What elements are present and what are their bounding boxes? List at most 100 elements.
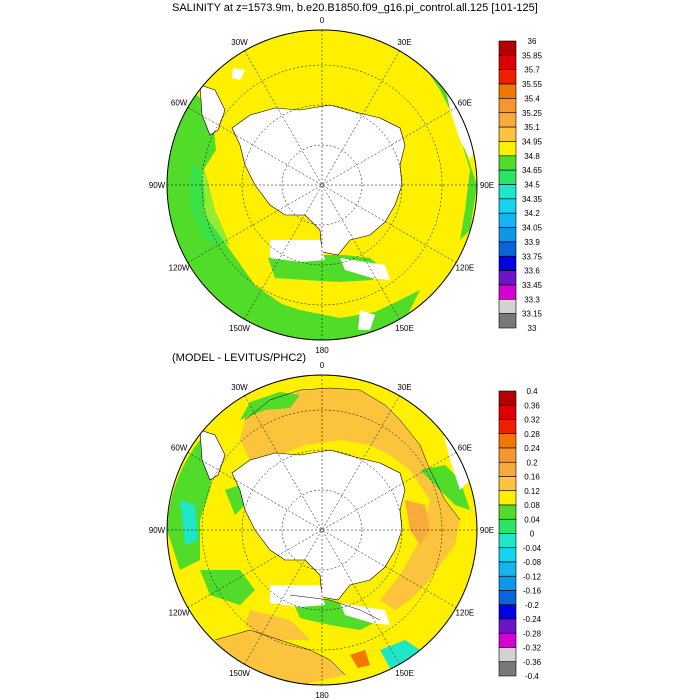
colorbar-tick-label: 0.16: [524, 473, 540, 482]
colorbar-tick-label: 33.75: [522, 252, 543, 261]
colorbar-tick-label: 33.3: [524, 295, 540, 304]
antarctica-land-bottom: [231, 449, 406, 601]
colorbar-tick-label: -0.28: [523, 629, 542, 638]
map-boundary-bottom: [166, 374, 478, 686]
longitude-label: 60W: [171, 99, 188, 108]
colorbar-tick-label: -0.24: [523, 615, 542, 624]
longitude-label: 30W: [231, 383, 248, 392]
difference-colorbar: 0.4 0.36 0.32 0.28 0.24 0.2 0.16 0.12 0.08 0.04 0 -…: [498, 387, 542, 681]
colorbar-swatch: [498, 141, 517, 157]
colorbar-tick-label: 36: [528, 37, 537, 46]
south-america-land-bottom: [199, 429, 226, 481]
colorbar-swatch: [498, 632, 517, 648]
colorbar-swatch: [498, 533, 517, 549]
colorbar-tick-label: 0.36: [524, 401, 540, 410]
longitude-label: 90W: [149, 181, 166, 190]
colorbar-swatch: [498, 575, 517, 591]
colorbar-swatch: [498, 447, 517, 463]
colorbar-swatch: [498, 547, 517, 563]
colorbar-swatch: [498, 518, 517, 534]
longitude-label: 30W: [231, 38, 248, 47]
colorbar-tick-label: 34.2: [524, 209, 540, 218]
colorbar-tick-label: 0.24: [524, 444, 540, 453]
colorbar-tick-label: 33.9: [524, 238, 540, 247]
colorbar-tick-label: -0.36: [523, 658, 542, 667]
colorbar-swatch: [498, 618, 517, 634]
colorbar-swatch: [498, 241, 517, 257]
antarctica-land: [231, 104, 406, 256]
colorbar-tick-label: 0.12: [524, 487, 540, 496]
longitude-label: 60E: [458, 99, 472, 108]
colorbar-tick-label: 0.08: [524, 501, 540, 510]
map-boundary: [166, 29, 478, 341]
colorbar-tick-label: 33.6: [524, 267, 540, 276]
longitude-label: 60W: [171, 444, 188, 453]
longitude-label: 150E: [395, 324, 414, 333]
colorbar-swatch: [498, 112, 517, 128]
bottom-longitude-labels: 0 30E 60E 90E 120E 150E 180 150W 120W 90W 60W 30W: [149, 361, 494, 700]
colorbar-swatch: [498, 390, 517, 406]
salinity-polar-map: 0 30E 60E 90E 120E 150E 180 150W 120W 90W 60W 30W: [149, 16, 494, 355]
colorbar-tick-label: 34.8: [524, 152, 540, 161]
colorbar-tick-label: -0.12: [523, 572, 542, 581]
colorbar-swatch: [498, 490, 517, 506]
longitude-label: 150W: [229, 324, 250, 333]
colorbar-swatch: [498, 198, 517, 214]
colorbar-swatch: [498, 270, 517, 286]
longitude-label: 150W: [229, 669, 250, 678]
colorbar-swatch: [498, 212, 517, 228]
colorbar-tick-label: 34.35: [522, 195, 543, 204]
colorbar-swatch: [498, 661, 517, 677]
colorbar-tick-label: -0.2: [525, 601, 539, 610]
colorbar-tick-label: 34.5: [524, 181, 540, 190]
longitude-label: 180: [315, 691, 329, 700]
longitude-label: 120W: [169, 264, 190, 273]
colorbar-swatch: [498, 476, 517, 492]
colorbar-swatch: [498, 55, 517, 70]
longitude-label: 120E: [456, 264, 475, 273]
colorbar-tick-label: -0.4: [525, 672, 539, 681]
colorbar-tick-label: 35.1: [524, 123, 540, 132]
colorbar-tick-label: -0.16: [523, 587, 542, 596]
colorbar-tick-label: 0.2: [526, 458, 538, 467]
longitude-label: 0: [320, 16, 325, 25]
colorbar-tick-label: 33: [528, 324, 537, 333]
colorbar-tick-label: 34.65: [522, 166, 543, 175]
colorbar-tick-label: -0.32: [523, 644, 542, 653]
salinity-green-west: [167, 94, 380, 340]
colorbar-swatch: [498, 590, 517, 606]
colorbar-tick-label: 0.32: [524, 416, 540, 425]
colorbar-swatch: [498, 561, 517, 577]
longitude-label: 30E: [397, 38, 411, 47]
colorbar-tick-label: 0.4: [526, 387, 538, 396]
colorbar-tick-label: -0.04: [523, 544, 542, 553]
colorbar-swatch: [498, 98, 517, 114]
colorbar-tick-label: 35.25: [522, 109, 543, 118]
colorbar-swatch: [498, 126, 517, 142]
colorbar-tick-label: -0.08: [523, 558, 542, 567]
colorbar-tick-label: 35.7: [524, 66, 540, 75]
colorbar-swatch: [498, 227, 517, 243]
colorbar-tick-label: 0: [530, 530, 535, 539]
longitude-label: 0: [320, 361, 325, 370]
colorbar-tick-label: 33.15: [522, 310, 543, 319]
colorbar-swatch: [498, 169, 517, 185]
colorbar-swatch: [498, 461, 517, 477]
colorbar-swatch: [498, 298, 517, 314]
colorbar-tick-label: 0.04: [524, 515, 540, 524]
longitude-label: 90E: [480, 526, 494, 535]
colorbar-swatch: [498, 69, 517, 85]
colorbar-swatch: [498, 284, 517, 300]
colorbar-swatch: [498, 83, 517, 99]
longitude-label: 150E: [395, 669, 414, 678]
top-longitude-labels: 0 30E 60E 90E 120E 150E 180 150W 120W 90W 60W 30W: [149, 16, 494, 355]
top-map-title: SALINITY at z=1573.9m, b.e20.B1850.f09_g…: [172, 2, 538, 14]
longitude-label: 180: [315, 346, 329, 355]
longitude-label: 90W: [149, 526, 166, 535]
longitude-label: 60E: [458, 444, 472, 453]
colorbar-swatch: [498, 604, 517, 620]
colorbar-swatch: [498, 404, 517, 420]
bottom-map-title: (MODEL - LEVITUS/PHC2): [172, 352, 307, 364]
colorbar-swatch: [498, 184, 517, 200]
